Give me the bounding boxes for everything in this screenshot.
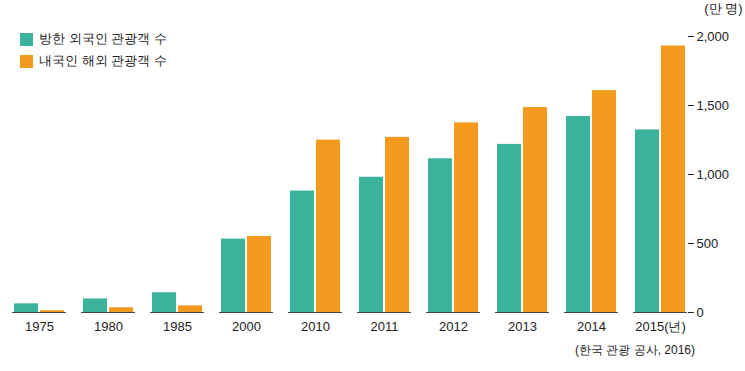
svg-text:1980: 1980 xyxy=(94,319,123,334)
svg-text:2013: 2013 xyxy=(508,319,537,334)
svg-text:2012: 2012 xyxy=(439,319,468,334)
svg-text:2010: 2010 xyxy=(301,319,330,334)
svg-text:2,000: 2,000 xyxy=(697,29,730,44)
svg-text:2015(년): 2015(년) xyxy=(635,319,686,334)
svg-text:1975: 1975 xyxy=(25,319,54,334)
html-text:방한 외국인 관광객 수: 방한 외국인 관광객 수 xyxy=(39,31,167,46)
svg-text:2000: 2000 xyxy=(232,319,261,334)
svg-text:2011: 2011 xyxy=(371,319,399,334)
svg-text:2014: 2014 xyxy=(577,319,606,334)
svg-text:500: 500 xyxy=(697,236,719,251)
svg-text:0: 0 xyxy=(697,305,704,320)
svg-text:1985: 1985 xyxy=(163,319,192,334)
html-text:(한국 관광 공사, 2016): (한국 관광 공사, 2016) xyxy=(575,343,695,357)
svg-text:(만 명): (만 명) xyxy=(704,1,742,16)
svg-text:1,500: 1,500 xyxy=(697,98,730,113)
svg-text:1,000: 1,000 xyxy=(697,167,730,182)
html-text:내국인 해외 관광객 수: 내국인 해외 관광객 수 xyxy=(39,53,167,68)
